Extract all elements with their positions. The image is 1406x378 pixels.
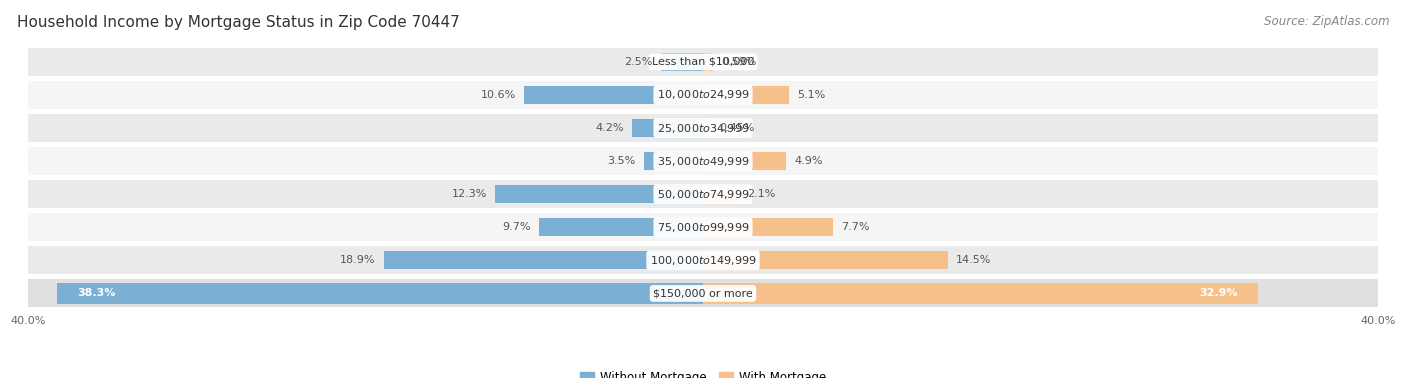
Text: $35,000 to $49,999: $35,000 to $49,999 <box>657 155 749 167</box>
Bar <box>384 251 703 270</box>
Bar <box>524 86 703 104</box>
Legend: Without Mortgage, With Mortgage: Without Mortgage, With Mortgage <box>575 366 831 378</box>
Text: $100,000 to $149,999: $100,000 to $149,999 <box>650 254 756 267</box>
Bar <box>28 180 1378 208</box>
Text: 3.5%: 3.5% <box>607 156 636 166</box>
Bar <box>703 119 710 137</box>
Bar <box>703 152 786 170</box>
Text: $150,000 or more: $150,000 or more <box>654 288 752 298</box>
Text: $75,000 to $99,999: $75,000 to $99,999 <box>657 221 749 234</box>
Bar <box>661 53 703 71</box>
Bar <box>540 218 703 236</box>
Text: 7.7%: 7.7% <box>841 222 870 232</box>
Text: 4.9%: 4.9% <box>794 156 823 166</box>
Text: 0.45%: 0.45% <box>718 123 755 133</box>
Bar <box>703 251 948 270</box>
Text: 12.3%: 12.3% <box>451 189 486 199</box>
Bar <box>703 185 738 203</box>
Bar <box>703 283 1258 304</box>
Bar <box>495 185 703 203</box>
Text: 5.1%: 5.1% <box>797 90 825 100</box>
Bar <box>703 86 789 104</box>
Text: Source: ZipAtlas.com: Source: ZipAtlas.com <box>1264 15 1389 28</box>
Bar <box>633 119 703 137</box>
Text: Less than $10,000: Less than $10,000 <box>652 57 754 67</box>
Bar <box>644 152 703 170</box>
Text: 10.6%: 10.6% <box>481 90 516 100</box>
Bar <box>56 283 703 304</box>
Text: 4.2%: 4.2% <box>595 123 624 133</box>
Text: 0.59%: 0.59% <box>721 57 756 67</box>
Text: $10,000 to $24,999: $10,000 to $24,999 <box>657 88 749 101</box>
Bar <box>28 279 1378 307</box>
Text: 32.9%: 32.9% <box>1199 288 1237 298</box>
Text: $25,000 to $34,999: $25,000 to $34,999 <box>657 122 749 135</box>
Bar <box>28 246 1378 274</box>
Text: 2.5%: 2.5% <box>624 57 652 67</box>
Text: $50,000 to $74,999: $50,000 to $74,999 <box>657 188 749 201</box>
Bar <box>703 218 832 236</box>
Bar <box>703 53 713 71</box>
Bar <box>28 147 1378 175</box>
Text: Household Income by Mortgage Status in Zip Code 70447: Household Income by Mortgage Status in Z… <box>17 15 460 30</box>
Bar <box>28 213 1378 241</box>
Text: 2.1%: 2.1% <box>747 189 775 199</box>
Text: 9.7%: 9.7% <box>502 222 531 232</box>
Text: 18.9%: 18.9% <box>340 256 375 265</box>
Text: 38.3%: 38.3% <box>77 288 115 298</box>
Bar <box>28 48 1378 76</box>
Bar <box>28 81 1378 109</box>
Bar <box>28 114 1378 142</box>
Text: 14.5%: 14.5% <box>956 256 991 265</box>
